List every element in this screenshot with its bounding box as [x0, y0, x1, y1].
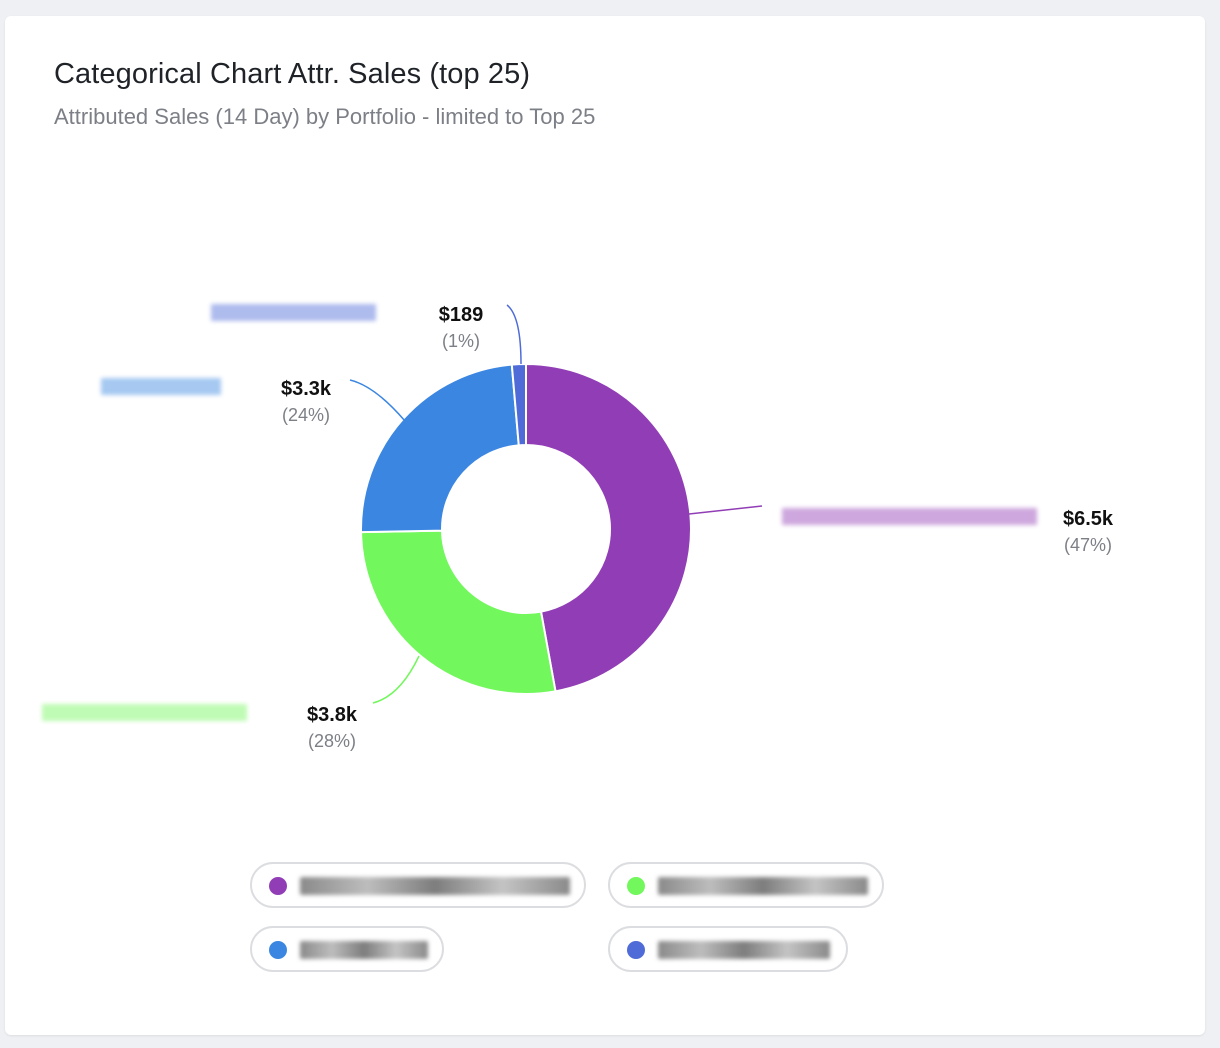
percent-label: (24%) — [282, 405, 330, 425]
chart-title: Categorical Chart Attr. Sales (top 25) — [54, 58, 531, 90]
donut-chart: $6.5k (47%) $3.8k (28%) $3.3k (24%) $189 (1%) — [42, 304, 1114, 751]
donut-slice[interactable] — [510, 362, 527, 447]
value-label: $3.3k — [281, 378, 332, 400]
donut-slice[interactable] — [360, 363, 520, 534]
leader-line — [372, 655, 420, 704]
redacted-legend-label — [300, 877, 570, 895]
redacted-legend-label — [300, 941, 428, 959]
value-label: $189 — [439, 304, 484, 326]
chart-subtitle: Attributed Sales (14 Day) by Portfolio -… — [54, 104, 596, 129]
redacted-legend-label — [658, 877, 868, 895]
chart-card: Categorical Chart Attr. Sales (top 25) A… — [5, 16, 1205, 1035]
percent-label: (1%) — [442, 331, 480, 351]
legend-color-dot-icon — [627, 877, 645, 895]
legend-item[interactable] — [608, 926, 848, 972]
redacted-category-label — [101, 378, 221, 395]
legend-color-dot-icon — [627, 941, 645, 959]
legend-color-dot-icon — [269, 877, 287, 895]
legend-item[interactable] — [250, 926, 444, 972]
leader-line — [688, 505, 763, 515]
leader-line — [506, 304, 522, 365]
legend-item[interactable] — [608, 862, 884, 908]
redacted-legend-label — [658, 941, 830, 959]
leader-line — [349, 379, 406, 422]
redacted-category-label — [211, 304, 376, 321]
legend-item[interactable] — [250, 862, 586, 908]
donut-slice[interactable] — [360, 529, 557, 695]
value-label: $3.8k — [307, 704, 358, 726]
percent-label: (28%) — [308, 731, 356, 751]
legend-color-dot-icon — [269, 941, 287, 959]
value-label: $6.5k — [1063, 508, 1114, 530]
redacted-category-label — [782, 508, 1037, 525]
donut-slice[interactable] — [525, 362, 692, 693]
redacted-category-label — [42, 704, 247, 721]
percent-label: (47%) — [1064, 535, 1112, 555]
